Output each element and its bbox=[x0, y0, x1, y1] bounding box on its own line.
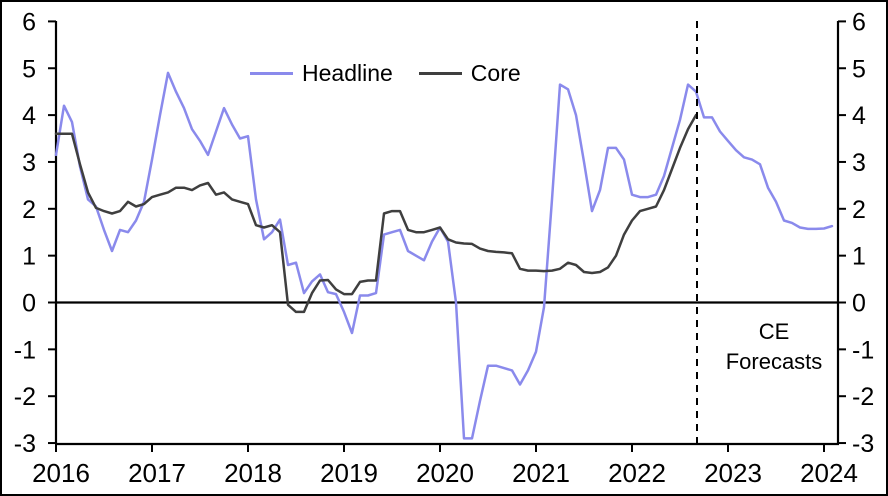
y-axis-label-left: 6 bbox=[22, 8, 36, 36]
y-axis-label-right: 4 bbox=[852, 102, 866, 130]
y-axis-label-left: 5 bbox=[22, 55, 36, 83]
y-axis-label-right: 2 bbox=[852, 196, 866, 224]
x-axis-label: 2021 bbox=[512, 458, 570, 488]
y-axis-label-right: 1 bbox=[852, 243, 866, 271]
headline-series-line bbox=[54, 71, 834, 440]
ce-forecasts-line2: Forecasts bbox=[725, 349, 823, 374]
y-axis-label-right: -2 bbox=[852, 383, 874, 411]
y-axis-label-left: 1 bbox=[22, 243, 36, 271]
legend-item-core: Core bbox=[418, 60, 521, 87]
ce-forecasts-label: CE Forecasts bbox=[712, 317, 836, 377]
x-axis-label: 2024 bbox=[800, 458, 858, 488]
y-axis-label-right: 3 bbox=[852, 149, 866, 177]
legend-item-headline: Headline bbox=[250, 60, 393, 87]
core-series-line bbox=[54, 113, 698, 314]
y-axis-label-left: -3 bbox=[14, 430, 36, 458]
core-legend-line bbox=[418, 72, 462, 75]
x-axis-label: 2017 bbox=[128, 458, 186, 488]
x-axis-label: 2023 bbox=[704, 458, 762, 488]
legend: Headline Core bbox=[250, 60, 521, 87]
x-axis-label: 2020 bbox=[416, 458, 474, 488]
y-axis-label-right: 5 bbox=[852, 55, 866, 83]
x-axis-label: 2018 bbox=[224, 458, 282, 488]
x-axis-label: 2019 bbox=[320, 458, 378, 488]
x-axis-label: 2016 bbox=[32, 458, 90, 488]
ce-forecasts-line1: CE bbox=[758, 319, 790, 344]
x-axis-label: 2022 bbox=[608, 458, 666, 488]
headline-legend-line bbox=[250, 72, 293, 75]
y-axis-label-right: -3 bbox=[852, 430, 874, 458]
headline-legend-label: Headline bbox=[302, 60, 393, 86]
y-axis-label-left: 0 bbox=[22, 290, 36, 318]
y-axis-label-left: 2 bbox=[22, 196, 36, 224]
y-axis-label-right: -1 bbox=[852, 336, 874, 364]
y-axis-label-left: 4 bbox=[22, 102, 36, 130]
y-axis-label-left: -1 bbox=[14, 336, 36, 364]
series-group bbox=[54, 21, 834, 444]
y-axis-label-left: 3 bbox=[22, 149, 36, 177]
y-axis-label-left: -2 bbox=[14, 383, 36, 411]
core-legend-label: Core bbox=[470, 60, 521, 86]
y-axis-label-right: 6 bbox=[852, 8, 866, 36]
y-axis-label-right: 0 bbox=[852, 290, 866, 318]
